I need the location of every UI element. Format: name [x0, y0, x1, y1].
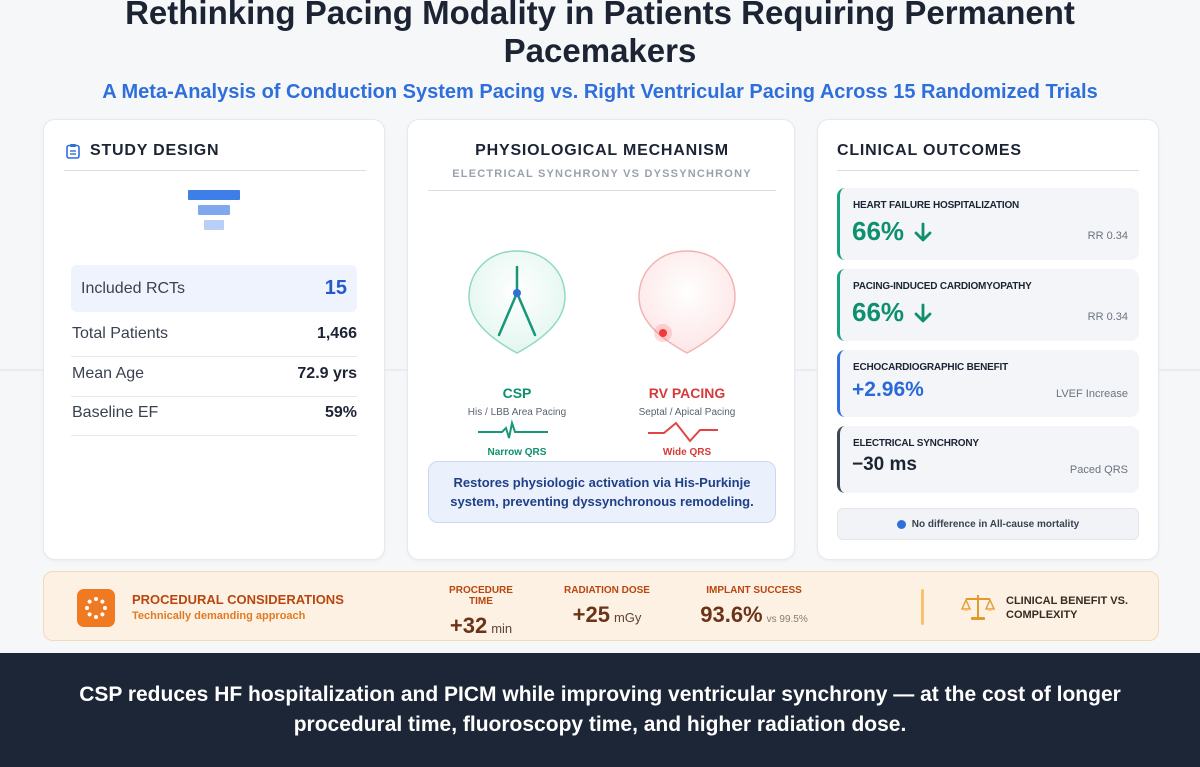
- outcome-note: RR 0.34: [1087, 230, 1128, 242]
- divider: [921, 589, 924, 625]
- outcome-title: PACING-INDUCED CARDIOMYOPATHY: [853, 281, 1032, 292]
- stat-value: 1,466: [316, 325, 357, 342]
- csp-name: CSP: [502, 385, 532, 401]
- mechanism-note: Restores physiologic activation via His-…: [428, 461, 776, 523]
- stat-row-total-patients: Total Patients 1,466: [71, 317, 357, 357]
- study-design-header: STUDY DESIGN: [66, 142, 219, 160]
- outcome-value: 66%: [852, 297, 905, 327]
- outcome-value-wrap: 66%: [852, 216, 932, 247]
- procedural-subtitle: Technically demanding approach: [132, 610, 306, 622]
- rv-label: RV PACING Septal / Apical Pacing: [612, 385, 762, 418]
- outcome-note: Paced QRS: [1069, 464, 1128, 476]
- outcome-value-wrap: 66%: [852, 297, 932, 328]
- metric-value: 93.6%: [700, 602, 763, 627]
- outcome-picm: PACING-INDUCED CARDIOMYOPATHY 66% RR 0.3…: [837, 269, 1139, 341]
- narrow-qrs-waveform-icon: [478, 419, 548, 439]
- metric-label: RADIATION DOSE: [564, 585, 650, 596]
- stat-row-mean-age: Mean Age 72.9 yrs: [71, 357, 357, 397]
- stat-label: Baseline EF: [72, 404, 159, 421]
- metric-procedure-time: PROCEDURE TIME +32 min: [436, 585, 526, 639]
- stat-value: 72.9 yrs: [297, 365, 357, 382]
- mortality-text: No difference in All-cause mortality: [911, 518, 1080, 530]
- outcome-value: −30 ms: [852, 454, 917, 475]
- clipboard-icon: [66, 144, 80, 159]
- footer-line-1: CSP reduces HF hospitalization and PICM …: [79, 683, 1121, 706]
- divider: [837, 170, 1139, 171]
- metric-implant-success: IMPLANT SUCCESS 93.6% vs 99.5%: [684, 585, 824, 628]
- csp-description: His / LBB Area Pacing: [467, 407, 567, 418]
- metric-value: +25: [572, 602, 610, 627]
- outcome-hf-hospitalization: HEART FAILURE HOSPITALIZATION 66% RR 0.3…: [837, 188, 1139, 260]
- outcome-echo-benefit: ECHOCARDIOGRAPHIC BENEFIT +2.96% LVEF In…: [837, 350, 1139, 417]
- included-rcts-label: Included RCTs: [81, 280, 186, 297]
- clinical-benefit-label: CLINICAL BENEFIT VS. COMPLEXITY: [1006, 594, 1128, 622]
- outcome-electrical-synchrony: ELECTRICAL SYNCHRONY −30 ms Paced QRS: [837, 426, 1139, 493]
- page-title: Rethinking Pacing Modality in Patients R…: [0, 0, 1200, 70]
- metric-unit: mGy: [613, 610, 642, 625]
- stat-row-baseline-ef: Baseline EF 59%: [71, 396, 357, 436]
- mechanism-subtitle: ELECTRICAL SYNCHRONY VS DYSSYNCHRONY: [452, 168, 752, 180]
- metric-value-wrap: +25 mGy: [562, 602, 652, 628]
- metric-value-wrap: +32 min: [436, 613, 526, 639]
- study-design-title: STUDY DESIGN: [90, 142, 220, 159]
- arrow-down-icon: [914, 222, 932, 241]
- procedural-title: PROCEDURAL CONSIDERATIONS: [132, 592, 344, 607]
- mechanism-title: PHYSIOLOGICAL MECHANISM: [475, 142, 729, 159]
- metric-radiation-dose: RADIATION DOSE +25 mGy: [562, 585, 652, 628]
- metric-unit: min: [491, 621, 513, 636]
- title-line-1: Rethinking Pacing Modality in Patients R…: [125, 0, 1075, 31]
- note-line-1: Restores physiologic activation via His-…: [453, 475, 751, 490]
- mortality-note: No difference in All-cause mortality: [837, 508, 1139, 540]
- stat-value: 59%: [324, 404, 357, 421]
- included-rcts-value: 15: [324, 277, 347, 299]
- metric-value-wrap: 93.6% vs 99.5%: [684, 602, 824, 628]
- arrow-down-icon: [914, 303, 932, 322]
- outcome-title: ELECTRICAL SYNCHRONY: [853, 438, 979, 449]
- wide-qrs-waveform-icon: [648, 421, 718, 443]
- page-subtitle: A Meta-Analysis of Conduction System Pac…: [102, 81, 1098, 103]
- procedural-considerations-bar: PROCEDURAL CONSIDERATIONS Technically de…: [43, 571, 1159, 641]
- stat-label: Total Patients: [72, 325, 169, 342]
- funnel-icon: [188, 190, 240, 230]
- divider: [64, 170, 366, 171]
- included-rcts-box: Included RCTs 15: [71, 265, 357, 312]
- clinical-outcomes-title: CLINICAL OUTCOMES: [837, 142, 1022, 159]
- rv-name: RV PACING: [648, 385, 726, 401]
- metric-label: IMPLANT SUCCESS: [706, 585, 802, 596]
- csp-heart-icon: [468, 250, 566, 354]
- footer-summary: CSP reduces HF hospitalization and PICM …: [0, 653, 1200, 767]
- rv-description: Septal / Apical Pacing: [638, 407, 736, 418]
- study-design-card: STUDY DESIGN Included RCTs 15 Total Pati…: [43, 119, 385, 560]
- mechanism-card: PHYSIOLOGICAL MECHANISM ELECTRICAL SYNCH…: [407, 119, 795, 560]
- procedure-icon: [77, 589, 115, 627]
- footer-line-2: procedural time, fluoroscopy time, and h…: [293, 713, 907, 736]
- benefit-line-1: CLINICAL BENEFIT VS.: [1006, 595, 1129, 607]
- metric-value: +32: [449, 613, 488, 638]
- outcome-note: LVEF Increase: [1056, 388, 1128, 400]
- metric-unit: vs 99.5%: [766, 614, 808, 625]
- outcome-value: +2.96%: [852, 378, 924, 401]
- balance-scale-icon: [961, 595, 995, 620]
- outcome-title: ECHOCARDIOGRAPHIC BENEFIT: [853, 362, 1009, 373]
- outcome-title: HEART FAILURE HOSPITALIZATION: [853, 200, 1020, 211]
- clinical-outcomes-card: CLINICAL OUTCOMES HEART FAILURE HOSPITAL…: [817, 119, 1159, 560]
- dot-icon: [896, 519, 906, 529]
- stat-label: Mean Age: [72, 365, 145, 382]
- divider: [428, 190, 776, 191]
- rv-heart-icon: [638, 250, 736, 354]
- outcome-note: RR 0.34: [1087, 311, 1128, 323]
- wide-qrs-label: Wide QRS: [662, 447, 712, 458]
- narrow-qrs-label: Narrow QRS: [487, 447, 547, 458]
- metric-label: PROCEDURE TIME: [449, 585, 513, 607]
- outcome-value: 66%: [852, 216, 905, 246]
- csp-label: CSP His / LBB Area Pacing: [442, 385, 592, 418]
- benefit-line-2: COMPLEXITY: [1006, 609, 1078, 621]
- note-line-2: system, preventing dyssynchronous remode…: [450, 494, 754, 509]
- title-line-2: Pacemakers: [503, 32, 697, 69]
